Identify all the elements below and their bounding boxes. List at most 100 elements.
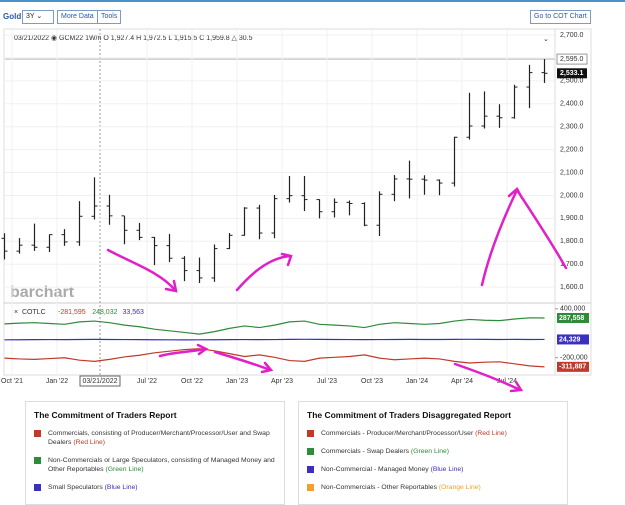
legend-line: (Orange Line) — [438, 484, 481, 491]
cot-button[interactable]: Go to COT Chart — [530, 10, 591, 24]
legend-item: Non-Commercials - Other Reportables (Ora… — [307, 483, 559, 492]
legend-swatch — [307, 484, 314, 491]
legend-label: Non-Commercial - Managed Money — [321, 466, 429, 473]
tools-button[interactable]: Tools — [97, 10, 122, 24]
chart: 03/21/2022 ◉ GCM22 1W/n O 1,927.4 H 1,97… — [1, 28, 592, 393]
legend-label: Commercials - Swap Dealers — [321, 448, 410, 455]
cot-info-value: 33,563 — [123, 309, 145, 316]
collapse-icon: ⌄ — [543, 36, 549, 43]
legend-item: Commercials - Swap Dealers (Green Line) — [307, 447, 559, 456]
x-tick-label: Oct '21 — [1, 378, 23, 385]
x-tick-label: Jul '24 — [497, 378, 517, 385]
y-tick-label: 400,000 — [560, 306, 585, 313]
cot-line — [4, 348, 545, 368]
crosshair-tag — [79, 375, 121, 387]
y-tick-label: 2,100.0 — [560, 169, 583, 176]
end-tag-label: 24,329 — [559, 336, 581, 343]
cot-line — [4, 317, 545, 335]
high-tag — [556, 53, 588, 65]
x-tick-label: Apr '23 — [271, 378, 293, 385]
cot-close: × — [14, 309, 18, 316]
legend-line: (Blue Line) — [104, 484, 138, 491]
legend-item: Commercials, consisting of Producer/Merc… — [34, 429, 276, 447]
y-tick-label: 1,900.0 — [560, 215, 583, 222]
y-tick-label: 1,800.0 — [560, 238, 583, 245]
legend-swatch — [307, 466, 314, 473]
legend-text: Small Speculators (Blue Line) — [48, 483, 138, 492]
hand-arrow — [453, 362, 524, 393]
legend-item: Non-Commercials or Large Speculators, co… — [34, 456, 276, 474]
legend-swatch — [307, 448, 314, 455]
end-tag-label: 287,558 — [559, 315, 584, 322]
period-select[interactable]: 3Y ⌄ — [22, 10, 54, 24]
hand-arrow — [235, 252, 293, 292]
hand-arrow — [480, 187, 568, 287]
x-tick-label: Jul '22 — [137, 378, 157, 385]
last-tag-label: 2,533.1 — [560, 70, 583, 77]
legend-text: Commercials - Producer/Merchant/Processo… — [321, 429, 507, 438]
legend-item: Non-Commercial - Managed Money (Blue Lin… — [307, 465, 559, 474]
chart-frame — [3, 28, 592, 376]
legend-title: The Commitment of Traders Report — [34, 410, 177, 420]
watermark: barchart — [10, 284, 75, 301]
y-tick-label: 2,500.0 — [560, 78, 583, 85]
high-tag-label: 2,595.0 — [560, 56, 583, 63]
x-tick-label: Jan '22 — [46, 378, 68, 385]
legend-label: Non-Commercials - Other Reportables — [321, 484, 437, 491]
crosshair-label: 03/21/2022 — [82, 378, 117, 385]
legend-swatch — [34, 457, 41, 464]
legend-line: (Red Line) — [73, 439, 106, 446]
legend-title: The Commitment of Traders Disaggregated … — [307, 410, 512, 420]
x-tick-label: Apr '24 — [451, 378, 473, 385]
hand-arrow — [106, 248, 178, 293]
legend-item: Small Speculators (Blue Line) — [34, 483, 276, 492]
price-info: 03/21/2022 ◉ GCM22 1W/n O 1,927.4 H 1,97… — [14, 35, 253, 42]
legend-swatch — [34, 484, 41, 491]
x-tick-label: Oct '23 — [361, 378, 383, 385]
legend-text: Non-Commercial - Managed Money (Blue Lin… — [321, 465, 463, 474]
y-tick-label: 1,600.0 — [560, 284, 583, 291]
y-tick-label: 2,400.0 — [560, 101, 583, 108]
last-tag — [557, 68, 587, 79]
legend-label: Non-Commercials or Large Speculators, co… — [48, 457, 275, 473]
cot-line — [4, 338, 545, 341]
annotations — [106, 187, 568, 393]
legend-text: Commercials - Swap Dealers (Green Line) — [321, 447, 449, 456]
legend-box: The Commitment of Traders Report Commerci… — [25, 401, 285, 505]
cot-info-value: -281,595 — [58, 309, 86, 316]
hand-arrow — [213, 350, 274, 374]
x-tick-label: Oct '22 — [181, 378, 203, 385]
end-tag — [557, 312, 589, 323]
y-tick-label: 1,700.0 — [560, 261, 583, 268]
x-tick-label: Jul '23 — [317, 378, 337, 385]
legend-box: The Commitment of Traders Disaggregated … — [298, 401, 568, 505]
y-tick-label: 2,200.0 — [560, 146, 583, 153]
legend-text: Non-Commercials or Large Speculators, co… — [48, 456, 276, 474]
cot-info-value: 248,032 — [92, 309, 117, 316]
x-tick-label: Jan '24 — [406, 378, 428, 385]
legend-text: Commercials, consisting of Producer/Merc… — [48, 429, 276, 447]
legend-line: (Green Line) — [410, 448, 450, 455]
period: 3Y — [26, 13, 35, 20]
legend-text: Non-Commercials - Other Reportables (Ora… — [321, 483, 481, 492]
legend-swatch — [307, 430, 314, 437]
hand-arrow — [158, 343, 209, 358]
end-tag-label: -311,887 — [559, 364, 586, 371]
top-border — [0, 0, 625, 2]
legend-label: Commercials - Producer/Merchant/Processo… — [321, 430, 474, 437]
legend-label: Small Speculators — [48, 484, 103, 491]
legend-line: (Red Line) — [475, 430, 507, 437]
legend-label: Commercials, consisting of Producer/Merc… — [48, 430, 270, 446]
symbol: Gold — [3, 12, 22, 21]
y-tick-label: 2,000.0 — [560, 192, 583, 199]
end-tag — [557, 361, 589, 372]
y-tick-label: 2,700.0 — [560, 32, 583, 39]
legend-item: Commercials - Producer/Merchant/Processo… — [307, 429, 559, 438]
x-tick-label: Jan '23 — [226, 378, 248, 385]
legend-swatch — [34, 430, 41, 437]
cot-info: COTLC — [22, 309, 46, 316]
end-tag — [557, 334, 589, 345]
legend-line: (Green Line) — [105, 466, 144, 473]
y-tick-label: 2,300.0 — [560, 124, 583, 131]
